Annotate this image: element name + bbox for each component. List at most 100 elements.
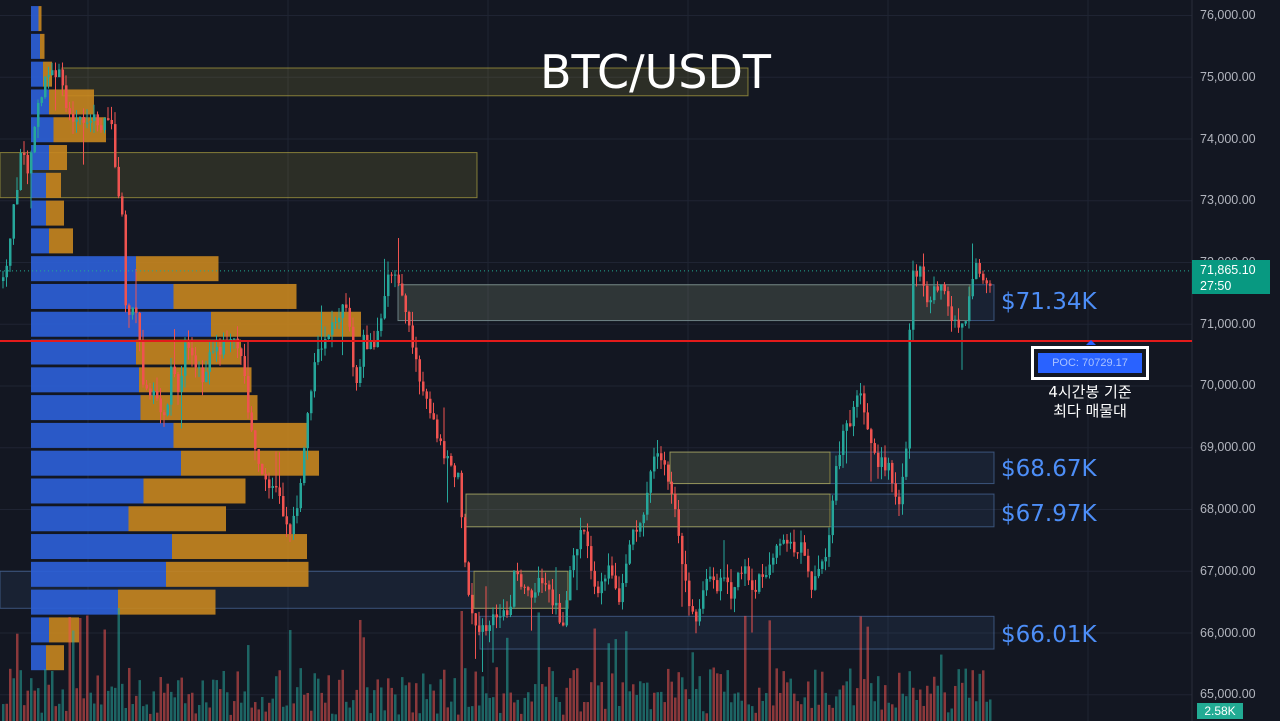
volume-bar <box>534 684 537 721</box>
volume-bar <box>936 685 939 721</box>
volume-profile-buy-bar <box>31 311 211 337</box>
volume-bar <box>257 709 260 721</box>
volume-bar <box>471 706 474 721</box>
volume-bar <box>912 687 915 721</box>
candle-body <box>180 375 183 392</box>
volume-bar <box>317 678 320 721</box>
candle-body <box>117 166 120 197</box>
volume-bar <box>884 685 887 721</box>
supply-zone <box>0 152 478 199</box>
volume-bar <box>373 690 376 721</box>
volume-bar <box>194 713 197 721</box>
candle-body <box>222 340 225 355</box>
candle-body <box>65 85 68 109</box>
volume-bar <box>453 678 456 721</box>
volume-bar <box>37 688 40 721</box>
candle-body <box>243 356 246 377</box>
candle-body <box>621 583 624 603</box>
candle-body <box>905 448 908 477</box>
candle-body <box>653 456 656 472</box>
volume-profile-buy-bar <box>31 395 141 421</box>
candle-body <box>957 319 960 328</box>
candle-body <box>978 263 981 274</box>
volume-bar <box>9 668 12 721</box>
volume-bar <box>131 704 134 721</box>
candle-body <box>44 76 47 98</box>
volume-bar <box>156 712 159 721</box>
candle-body <box>471 594 474 614</box>
candle-body <box>859 393 862 396</box>
candle-body <box>726 577 729 583</box>
volume-bar <box>793 693 796 721</box>
volume-bar <box>849 668 852 721</box>
candle-body <box>338 317 341 323</box>
volume-bar <box>86 615 89 721</box>
volume-bar <box>639 681 642 721</box>
candle-body <box>586 531 589 547</box>
candle-body <box>989 283 992 286</box>
volume-bar <box>681 677 684 721</box>
candle-body <box>376 330 379 348</box>
candle-body <box>681 535 684 565</box>
candle-body <box>964 321 967 324</box>
volume-bar <box>229 714 232 721</box>
volume-bar <box>54 706 57 721</box>
candle-body <box>380 318 383 331</box>
y-tick-label: 71,000.00 <box>1200 317 1256 331</box>
candle-body <box>551 589 554 606</box>
volume-bar <box>747 704 750 721</box>
candle-body <box>355 367 358 384</box>
volume-bar <box>345 701 348 721</box>
candle-body <box>170 366 173 405</box>
candle-body <box>639 523 642 532</box>
volume-bar <box>303 694 306 721</box>
volume-bar <box>474 671 477 721</box>
candle-body <box>534 592 537 598</box>
volume-bar <box>940 654 943 721</box>
volume-bar <box>2 704 5 721</box>
volume-bar <box>775 668 778 721</box>
candle-body <box>632 529 635 545</box>
volume-bar <box>530 701 533 721</box>
volume-bar <box>226 692 229 721</box>
candle-body <box>509 606 512 616</box>
volume-bar <box>989 699 992 721</box>
volume-bar <box>761 700 764 721</box>
candle-body <box>926 285 929 303</box>
volume-bar <box>289 630 292 721</box>
volume-bar <box>397 714 400 721</box>
volume-profile-sell-bar <box>40 33 45 59</box>
volume-bar <box>597 685 600 721</box>
volume-bar <box>618 705 621 721</box>
candle-body <box>19 152 22 191</box>
volume-bar <box>796 701 799 721</box>
volume-bar <box>436 713 439 721</box>
volume-bar <box>768 620 771 721</box>
volume-bar <box>513 702 516 721</box>
volume-profile-sell-bar <box>140 395 258 421</box>
candle-body <box>317 349 320 363</box>
volume-bar <box>880 709 883 721</box>
candle-body <box>845 423 848 431</box>
candle-body <box>674 493 677 510</box>
volume-bar <box>698 676 701 721</box>
volume-bar <box>89 692 92 721</box>
candle-body <box>306 413 309 449</box>
candle-body <box>558 602 561 623</box>
candle-body <box>733 587 736 599</box>
candle-body <box>677 509 680 536</box>
volume-bar <box>338 679 341 721</box>
volume-bar <box>450 701 453 721</box>
candle-body <box>950 306 953 321</box>
volume-bar <box>443 669 446 721</box>
candle-body <box>695 611 698 622</box>
volume-bar <box>835 696 838 721</box>
volume-bar <box>632 684 635 721</box>
volume-bar <box>667 668 670 721</box>
candle-body <box>961 323 964 328</box>
volume-profile-buy-bar <box>31 589 118 615</box>
candle-body <box>705 578 708 591</box>
candle-body <box>278 487 281 497</box>
volume-bar <box>733 693 736 721</box>
candle-body <box>124 214 127 306</box>
